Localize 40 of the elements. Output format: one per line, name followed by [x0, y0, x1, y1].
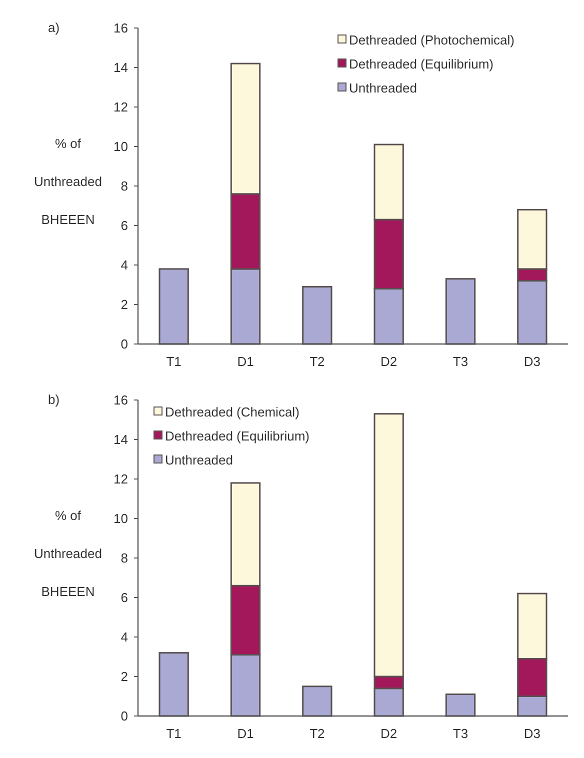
x-tick-label: D3 — [524, 354, 540, 369]
x-tick-label: D1 — [237, 354, 254, 369]
legend-label: Unthreaded — [349, 80, 417, 96]
y-tick-label: 14 — [114, 60, 128, 76]
legend-label: Dethreaded (Equilibrium) — [349, 56, 494, 72]
x-tick-label: T1 — [166, 354, 182, 369]
y-tick-label: 4 — [120, 630, 128, 645]
y-tick-label: 10 — [114, 139, 128, 154]
y-tick-label: 12 — [114, 472, 128, 487]
y-tick-label: 2 — [120, 297, 128, 312]
y-tick-label: 0 — [120, 336, 128, 352]
x-tick-label: D1 — [237, 726, 254, 741]
x-tick-label: D2 — [380, 354, 398, 369]
legend-label: Dethreaded (Photochemical) — [349, 32, 514, 48]
chart-title: b) — [48, 392, 60, 407]
legend-label: Unthreaded — [165, 452, 233, 468]
text: % of Unthreaded BHEEEN — [34, 508, 102, 599]
text: % of Unthreaded BHEEEN — [34, 136, 102, 227]
y-tick-label: 12 — [114, 100, 128, 115]
x-tick-label: T3 — [452, 354, 468, 369]
y-tick-label: 14 — [114, 432, 128, 448]
x-tick-label: T3 — [452, 726, 468, 741]
y-tick-label: 16 — [114, 392, 128, 408]
x-tick-label: D2 — [380, 726, 398, 741]
y-tick-label: 8 — [120, 550, 128, 566]
y-tick-label: 4 — [120, 258, 128, 273]
y-tick-label: 16 — [114, 20, 128, 36]
legend-label: Dethreaded (Chemical) — [165, 404, 300, 420]
x-tick-label: T1 — [166, 726, 182, 741]
y-tick-label: 0 — [120, 708, 128, 724]
x-tick-label: D3 — [524, 726, 540, 741]
x-tick-label: T2 — [310, 354, 325, 369]
y-tick-label: 6 — [120, 590, 128, 606]
y-tick-label: 8 — [120, 178, 128, 194]
chart-title: a) — [48, 20, 60, 35]
y-tick-label: 6 — [120, 218, 128, 234]
legend-label: Dethreaded (Equilibrium) — [165, 428, 310, 444]
y-tick-label: 10 — [114, 511, 128, 526]
y-tick-label: 2 — [120, 669, 128, 684]
x-tick-label: T2 — [310, 726, 325, 741]
